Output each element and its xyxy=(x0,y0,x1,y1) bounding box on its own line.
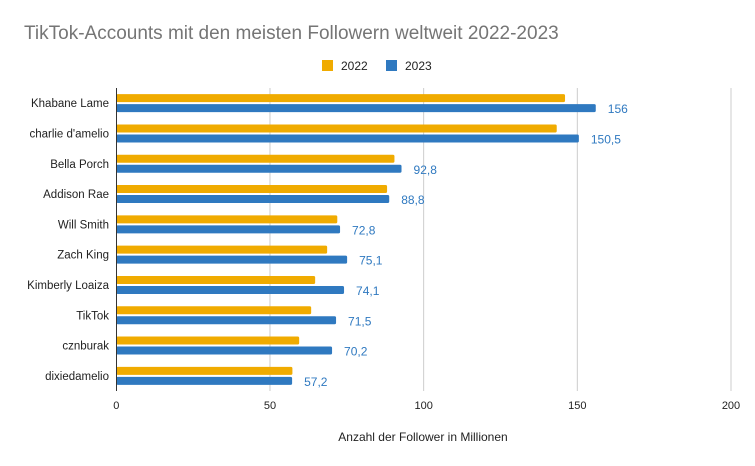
x-tick-label: 0 xyxy=(113,400,119,412)
bar-2022 xyxy=(116,306,312,315)
bar-2023 xyxy=(116,316,337,325)
bar-2023 xyxy=(116,376,293,385)
bar-2023 xyxy=(116,104,596,113)
gridlines xyxy=(269,88,732,391)
bar-2023 xyxy=(116,255,348,264)
data-label: 72,8 xyxy=(352,223,376,237)
x-tick-label: 100 xyxy=(414,400,432,412)
category-label: TikTok xyxy=(76,310,109,322)
data-label: 75,1 xyxy=(359,254,383,268)
bar-2023 xyxy=(116,285,345,294)
category-label: charlie d'amelio xyxy=(29,128,109,140)
x-tick-label: 200 xyxy=(722,400,740,412)
x-tick-label: 150 xyxy=(568,400,586,412)
bar-2023 xyxy=(116,134,579,143)
bar-2022 xyxy=(116,185,388,194)
category-label: Bella Porch xyxy=(50,159,109,171)
x-tick-label: 50 xyxy=(264,400,276,412)
data-label: 150,5 xyxy=(591,132,621,146)
bar-2022 xyxy=(116,124,557,133)
data-label: 88,8 xyxy=(401,193,425,207)
chart-title: TikTok-Accounts mit den meisten Follower… xyxy=(24,23,559,44)
bar-2022 xyxy=(116,215,338,224)
legend-swatch-2023 xyxy=(386,60,397,71)
bar-2022 xyxy=(116,94,566,103)
data-label: 74,1 xyxy=(356,284,380,298)
bar-2022 xyxy=(116,154,395,163)
bar-2022 xyxy=(116,275,316,284)
bar-2022 xyxy=(116,336,300,345)
bar-2023 xyxy=(116,195,390,204)
category-label: Zach King xyxy=(57,250,109,262)
bars: 156 150,5 92,8 88,8 72,8 75,1 74,1 71,5 70,2 57,2 xyxy=(116,94,628,389)
bar-2022 xyxy=(116,245,328,254)
data-label: 71,5 xyxy=(348,314,372,328)
bar-2022 xyxy=(116,366,293,375)
category-label: Will Smith xyxy=(58,219,109,231)
bar-2023 xyxy=(116,225,341,234)
data-label: 70,2 xyxy=(344,345,368,359)
legend-label: 2022 xyxy=(341,59,368,73)
category-label: dixiedamelio xyxy=(45,371,109,383)
category-label: Khabane Lame xyxy=(31,98,109,110)
bar-2023 xyxy=(116,346,333,355)
category-label: cznburak xyxy=(62,341,109,353)
bar-2023 xyxy=(116,164,402,173)
category-labels: Khabane Lame charlie d'amelio Bella Porch A… xyxy=(27,98,109,383)
legend-swatch-2022 xyxy=(322,60,333,71)
category-label: Kimberly Loaiza xyxy=(27,280,109,292)
category-label: Addison Rae xyxy=(43,189,109,201)
x-axis-label: Anzahl der Follower in Millionen xyxy=(338,430,507,444)
legend: 2022 2023 xyxy=(322,59,432,73)
data-label: 92,8 xyxy=(414,163,438,177)
data-label: 156 xyxy=(608,102,628,116)
x-tick-labels: 0 50 100 150 200 xyxy=(113,400,740,412)
legend-label: 2023 xyxy=(405,59,432,73)
data-label: 57,2 xyxy=(304,375,328,389)
